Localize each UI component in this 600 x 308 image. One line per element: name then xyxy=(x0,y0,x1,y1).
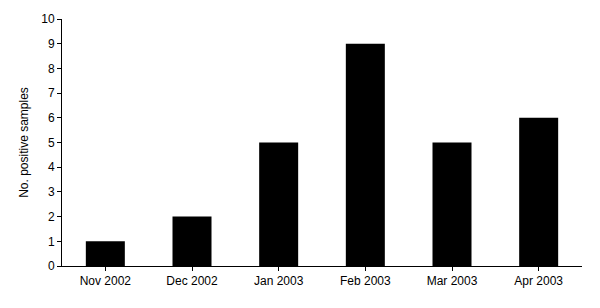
svg-text:7: 7 xyxy=(48,86,55,100)
svg-text:4: 4 xyxy=(48,160,55,174)
svg-text:Dec 2002: Dec 2002 xyxy=(166,274,218,288)
svg-text:5: 5 xyxy=(48,136,55,150)
svg-text:3: 3 xyxy=(48,185,55,199)
svg-text:6: 6 xyxy=(48,111,55,125)
svg-text:Nov 2002: Nov 2002 xyxy=(80,274,132,288)
svg-text:1: 1 xyxy=(48,235,55,249)
svg-text:Mar 2003: Mar 2003 xyxy=(427,274,478,288)
svg-text:8: 8 xyxy=(48,62,55,76)
svg-text:9: 9 xyxy=(48,37,55,51)
svg-text:Jan 2003: Jan 2003 xyxy=(254,274,304,288)
svg-text:10: 10 xyxy=(41,12,55,26)
svg-text:No. positive samples: No. positive samples xyxy=(17,87,31,198)
svg-text:2: 2 xyxy=(48,210,55,224)
svg-text:Apr 2003: Apr 2003 xyxy=(514,274,563,288)
svg-text:0: 0 xyxy=(48,259,55,273)
svg-text:Feb 2003: Feb 2003 xyxy=(340,274,391,288)
